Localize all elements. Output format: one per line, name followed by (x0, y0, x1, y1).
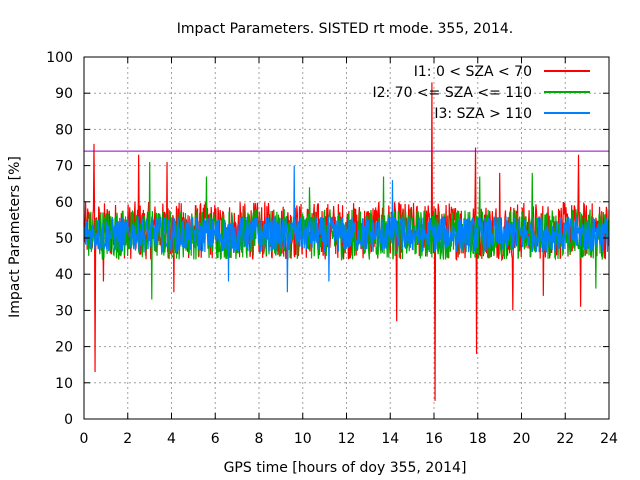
legend: I1: 0 < SZA < 70 I2: 70 <= SZA <= 110 I3: … (372, 64, 590, 122)
x-tick-label: 4 (167, 431, 176, 447)
series-line-2 (83, 161, 610, 300)
y-tick-label: 70 (55, 159, 73, 175)
y-tick-label: 40 (55, 267, 73, 283)
x-tick-label: 6 (211, 431, 220, 447)
x-tick-label: 16 (425, 431, 443, 447)
legend-label-3: I3: SZA > 110 (434, 106, 532, 122)
series-layer (83, 82, 610, 401)
x-axis-title: GPS time [hours of doy 355, 2014] (224, 460, 467, 476)
y-tick-label: 80 (55, 122, 73, 138)
series-line-3 (83, 165, 610, 293)
legend-label-1: I1: 0 < SZA < 70 (414, 64, 532, 80)
x-tick-label: 20 (513, 431, 531, 447)
x-tick-label: 24 (600, 431, 618, 447)
chart-title: Impact Parameters. SISTED rt mode. 355, … (177, 21, 513, 37)
x-tick-label: 14 (381, 431, 399, 447)
x-tick-label: 10 (294, 431, 312, 447)
y-tick-label: 90 (55, 86, 73, 102)
x-tick-label: 22 (556, 431, 574, 447)
x-tick-label: 18 (469, 431, 487, 447)
y-tick-label: 60 (55, 195, 73, 211)
y-tick-label: 50 (55, 231, 73, 247)
y-tick-label: 100 (46, 50, 73, 66)
x-tick-label: 2 (123, 431, 132, 447)
x-tick-label: 0 (80, 431, 89, 447)
y-axis-title: Impact Parameters [%] (7, 156, 23, 318)
y-tick-label: 10 (55, 376, 73, 392)
y-tick-label: 0 (64, 412, 73, 428)
y-tick-label: 30 (55, 303, 73, 319)
x-tick-label: 8 (255, 431, 264, 447)
ticks: 0 2 4 6 8 10 12 14 16 18 20 22 240102030405060708090… (46, 50, 618, 447)
legend-label-2: I2: 70 <= SZA <= 110 (372, 85, 532, 101)
x-tick-label: 12 (338, 431, 356, 447)
y-tick-label: 20 (55, 340, 73, 356)
